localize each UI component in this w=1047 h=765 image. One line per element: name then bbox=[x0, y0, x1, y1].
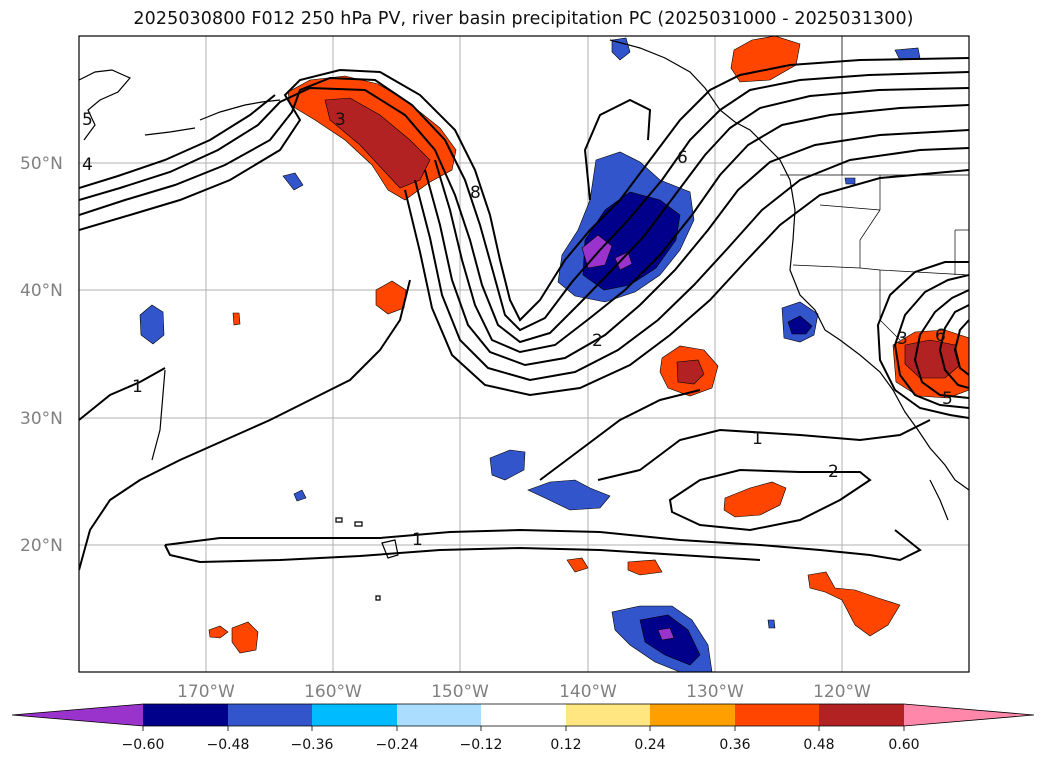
pv-label: 3 bbox=[897, 329, 908, 349]
pv-label: 5 bbox=[82, 110, 93, 130]
pv-label: 8 bbox=[470, 183, 481, 203]
lon-label: 130°W bbox=[686, 682, 744, 702]
political-boundaries bbox=[780, 36, 969, 341]
colorbar-swatch bbox=[397, 704, 481, 726]
map-area bbox=[79, 36, 969, 672]
colorbar-swatch bbox=[735, 704, 819, 726]
lat-label: 40°N bbox=[20, 281, 63, 301]
colorbar-extend-low bbox=[12, 704, 143, 726]
lon-label: 120°W bbox=[813, 682, 871, 702]
lon-label: 160°W bbox=[304, 682, 362, 702]
colorbar-tick-label: −0.48 bbox=[207, 737, 250, 753]
colorbar-tick-label: 0.48 bbox=[803, 737, 834, 753]
map-border bbox=[78, 35, 970, 673]
colorbar-tick-label: −0.24 bbox=[376, 737, 419, 753]
pv-label: 3 bbox=[335, 110, 346, 130]
colorbar-tick-label: 0.36 bbox=[719, 737, 750, 753]
lat-label: 50°N bbox=[20, 154, 63, 174]
lon-label: 170°W bbox=[177, 682, 235, 702]
colorbar-swatch bbox=[143, 704, 228, 726]
colorbar-tick-label: −0.12 bbox=[460, 737, 503, 753]
colorbar-tick-label: −0.36 bbox=[291, 737, 334, 753]
pv-label: 2 bbox=[828, 462, 839, 482]
pv-label: 1 bbox=[412, 530, 423, 550]
colorbar: −0.60 −0.48 −0.36 −0.24 −0.12 0.12 0.24 … bbox=[11, 703, 1035, 753]
latitude-labels: 50°N 40°N 30°N 20°N bbox=[20, 154, 63, 556]
pv-label: 2 bbox=[592, 331, 603, 351]
colorbar-swatch bbox=[650, 704, 735, 726]
colorbar-tick-label: −0.60 bbox=[122, 737, 165, 753]
map-title: 2025030800 F012 250 hPa PV, river basin … bbox=[133, 9, 914, 29]
pv-label: 5 bbox=[942, 389, 953, 409]
pv-label: 6 bbox=[935, 326, 946, 346]
colorbar-extend-high bbox=[904, 704, 1034, 726]
colorbar-swatch bbox=[566, 704, 650, 726]
pv-label: 6 bbox=[677, 148, 688, 168]
pv-label: 1 bbox=[132, 377, 143, 397]
lat-label: 30°N bbox=[20, 409, 63, 429]
pv-contour-labels: 5 4 3 8 6 1 2 1 2 1 3 6 5 bbox=[82, 110, 953, 550]
colorbar-swatch bbox=[819, 704, 904, 726]
gridlines bbox=[79, 36, 969, 672]
longitude-labels: 170°W 160°W 150°W 140°W 130°W 120°W bbox=[177, 682, 871, 702]
colorbar-swatch bbox=[312, 704, 397, 726]
lon-label: 140°W bbox=[559, 682, 617, 702]
pv-label: 1 bbox=[752, 429, 763, 449]
lat-label: 20°N bbox=[20, 536, 63, 556]
pv-label: 4 bbox=[82, 155, 93, 175]
colorbar-tick-label: 0.12 bbox=[550, 737, 581, 753]
colorbar-tick-label: 0.60 bbox=[888, 737, 919, 753]
pv-contours bbox=[79, 57, 969, 571]
colorbar-swatch bbox=[228, 704, 312, 726]
lon-label: 150°W bbox=[431, 682, 489, 702]
precip-positive-regions bbox=[208, 36, 969, 654]
precip-negative-regions bbox=[139, 37, 921, 672]
colorbar-swatch bbox=[481, 704, 566, 726]
colorbar-tick-label: 0.24 bbox=[634, 737, 665, 753]
